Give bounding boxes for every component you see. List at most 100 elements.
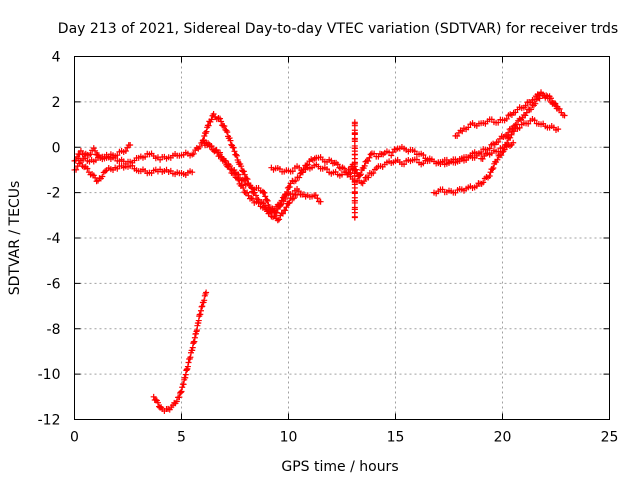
data-point [361, 178, 368, 185]
data-point [230, 144, 237, 151]
data-point [426, 157, 433, 164]
data-point [516, 124, 523, 131]
data-point [205, 122, 212, 129]
data-point [276, 216, 283, 223]
data-point [176, 394, 183, 401]
data-point [221, 157, 228, 164]
data-point [489, 166, 496, 173]
data-point [486, 145, 493, 152]
data-point [561, 112, 568, 119]
data-point [365, 157, 372, 164]
data-point [233, 151, 240, 158]
data-point [498, 152, 505, 159]
data-point [543, 92, 550, 99]
data-point [262, 204, 269, 211]
grid-lines [74, 56, 610, 420]
data-point [289, 191, 296, 198]
y-tick-label: -12 [38, 413, 61, 429]
data-point [555, 105, 562, 112]
data-point [217, 115, 224, 122]
data-point [99, 173, 106, 180]
data-point [351, 119, 358, 126]
data-point [286, 199, 293, 206]
data-point [312, 192, 319, 199]
data-point [184, 363, 191, 370]
data-point [546, 95, 553, 102]
data-point [277, 201, 284, 208]
x-tick-label: 15 [387, 430, 405, 446]
data-point [292, 177, 299, 184]
data-point [271, 207, 278, 214]
data-point [266, 209, 273, 216]
series-track-8 [349, 156, 433, 187]
data-points [71, 89, 568, 414]
data-point [334, 161, 341, 168]
x-tick-label: 25 [601, 430, 619, 446]
data-point [263, 196, 270, 203]
y-tick-label: 0 [52, 140, 61, 156]
series-track-3 [75, 139, 324, 216]
data-point [185, 359, 192, 366]
data-point [294, 191, 301, 198]
data-point [102, 168, 109, 175]
data-point [264, 197, 271, 204]
data-point [217, 149, 224, 156]
data-point [352, 166, 359, 173]
data-point [480, 179, 487, 186]
data-point [528, 106, 535, 113]
data-point [243, 175, 250, 182]
data-point [367, 151, 374, 158]
data-point [283, 191, 290, 198]
data-point [178, 388, 185, 395]
data-point [286, 183, 293, 190]
series-track-6 [268, 161, 358, 179]
data-point [494, 156, 501, 163]
data-point [77, 147, 84, 154]
data-point [187, 354, 194, 361]
data-point [122, 148, 129, 155]
data-point [538, 89, 545, 96]
series-track-14 [150, 289, 210, 414]
data-point [531, 117, 538, 124]
y-tick-label: -2 [47, 186, 61, 202]
y-tick-label: 2 [52, 95, 61, 111]
x-tick-label: 5 [177, 430, 186, 446]
data-point [388, 152, 395, 159]
data-point [401, 161, 408, 168]
data-point [507, 134, 514, 141]
data-point [199, 303, 206, 310]
data-point [227, 137, 234, 144]
y-tick-label: -10 [38, 367, 61, 383]
data-point [411, 148, 418, 155]
data-point [365, 174, 372, 181]
data-point [244, 189, 251, 196]
data-point [196, 143, 203, 150]
data-point [314, 195, 321, 202]
data-point [495, 148, 502, 155]
chart-title: Day 213 of 2021, Sidereal Day-to-day VTE… [58, 21, 618, 37]
data-point [290, 195, 297, 202]
data-point [510, 139, 517, 146]
data-point [90, 145, 97, 152]
x-axis-label: GPS time / hours [281, 459, 398, 475]
x-tick-label: 20 [494, 430, 512, 446]
data-point [179, 384, 186, 391]
series-track-10 [431, 115, 562, 197]
data-point [93, 178, 100, 185]
data-point [555, 126, 562, 133]
axis-ticks: 0 5 10 15 20 25 -12 -10 -8 -6 -4 -2 0 2 4 [38, 50, 619, 446]
data-point [251, 189, 258, 196]
data-point [205, 140, 212, 147]
data-point [87, 151, 94, 158]
series-track-5 [199, 137, 301, 224]
y-axis-label: SDTVAR / TECUs [7, 181, 23, 296]
data-point [357, 171, 364, 178]
x-tick-label: 0 [70, 430, 79, 446]
data-point [177, 389, 184, 396]
data-point [479, 155, 486, 162]
data-point [197, 307, 204, 314]
data-point [317, 198, 324, 205]
data-point [201, 297, 208, 304]
data-point [233, 152, 240, 159]
